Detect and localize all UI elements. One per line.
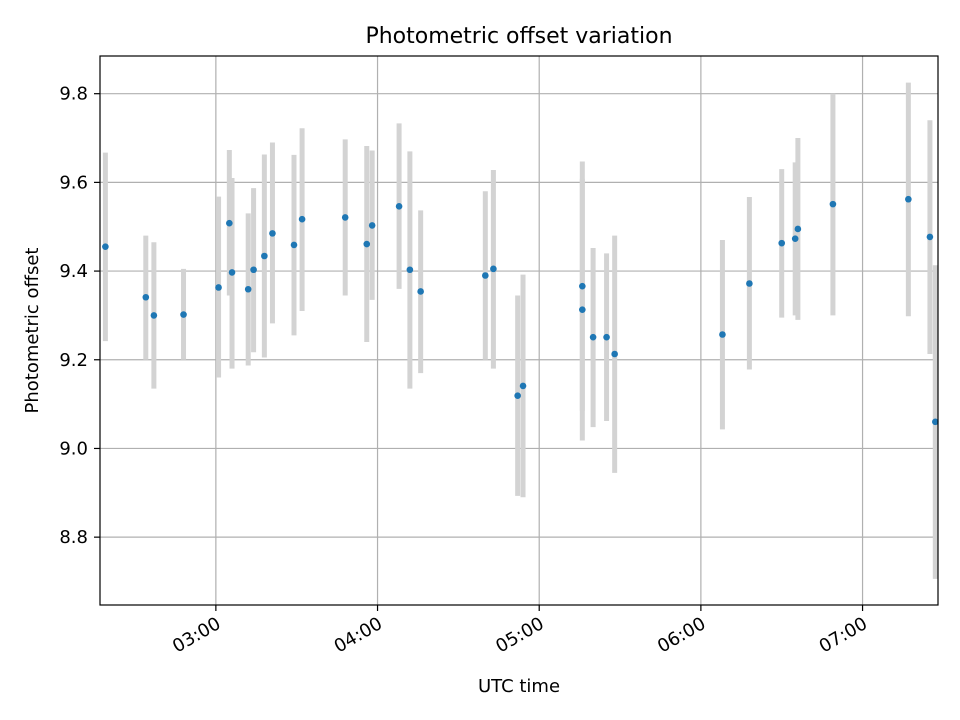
data-point	[298, 215, 306, 223]
data-point	[395, 203, 403, 210]
y-tick-label: 9.6	[59, 172, 88, 193]
y-tick-label: 9.0	[59, 438, 88, 459]
data-point	[778, 239, 786, 247]
data-point	[269, 230, 276, 237]
y-axis-ticks: 8.8 9.0 9.2 9.4 9.6 9.8	[59, 84, 100, 548]
y-axis-label: Photometric offset	[22, 248, 43, 414]
data-point	[250, 266, 257, 274]
data-point	[829, 200, 837, 208]
data-point	[579, 306, 586, 313]
data-point	[363, 240, 371, 248]
data-point	[589, 333, 597, 341]
data-point	[150, 312, 158, 319]
data-point	[341, 214, 349, 221]
data-point	[579, 282, 586, 290]
data-point	[142, 293, 150, 301]
data-point	[215, 284, 222, 291]
y-tick-label: 8.8	[59, 527, 88, 548]
chart-title: Photometric offset variation	[365, 24, 672, 49]
data-point	[226, 219, 233, 227]
y-tick-label: 9.2	[59, 350, 88, 371]
data-point	[417, 288, 424, 295]
data-point	[603, 333, 610, 341]
data-point	[611, 350, 618, 358]
data-point	[490, 265, 497, 273]
data-point	[719, 331, 726, 338]
data-point	[514, 392, 521, 399]
data-point	[482, 272, 489, 279]
data-point	[794, 225, 802, 233]
y-tick-label: 9.8	[59, 84, 88, 105]
data-point	[180, 311, 187, 318]
data-point	[290, 241, 298, 249]
data-point	[406, 266, 414, 274]
data-point	[932, 418, 939, 426]
x-axis-label: UTC time	[478, 676, 560, 697]
data-point	[244, 285, 252, 293]
data-point	[905, 195, 912, 203]
data-point	[791, 235, 799, 243]
data-points	[102, 195, 939, 426]
data-point	[746, 280, 753, 287]
data-point	[519, 382, 527, 390]
data-point	[102, 243, 109, 250]
plot-frame	[99, 55, 939, 606]
data-point	[261, 252, 268, 260]
y-tick-label: 9.4	[59, 261, 88, 282]
data-point	[368, 222, 376, 229]
data-point	[926, 233, 934, 241]
data-point	[228, 269, 236, 276]
